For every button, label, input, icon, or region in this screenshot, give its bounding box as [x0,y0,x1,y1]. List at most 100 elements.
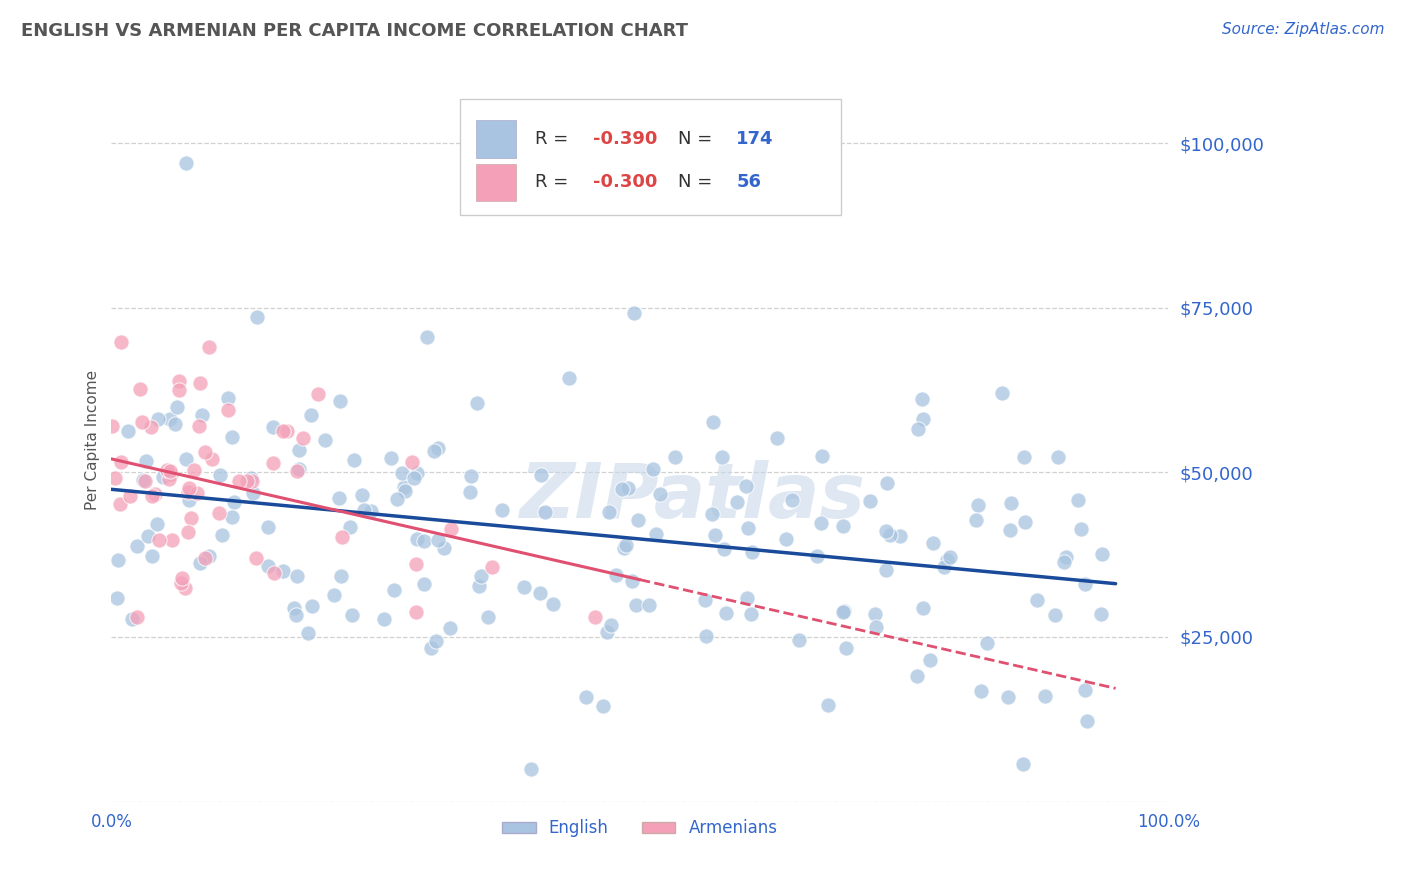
Point [735,479,758,493]
Point [605,567,627,582]
Text: ZIPatlas: ZIPatlas [520,460,866,534]
Point [221,509,243,524]
Point [194,444,217,458]
Point [470,568,492,582]
Point [170,571,193,585]
Point [1076,714,1098,729]
Point [534,505,557,519]
Point [920,653,942,667]
Point [623,306,645,320]
Point [211,528,233,542]
Point [641,461,664,475]
Point [148,533,170,547]
Point [307,386,329,401]
Text: N =: N = [678,130,718,148]
Point [143,487,166,501]
Point [167,374,190,388]
Point [299,409,322,423]
Point [240,471,263,485]
Point [543,597,565,611]
Point [879,527,901,541]
Point [257,520,280,534]
Point [118,489,141,503]
Point [1070,522,1092,536]
Point [159,467,181,481]
Point [650,487,672,501]
Point [285,465,308,479]
Point [468,579,491,593]
Point [740,607,762,621]
Point [177,492,200,507]
Point [353,503,375,517]
Point [297,626,319,640]
Point [787,632,810,647]
Point [110,455,132,469]
Point [529,586,551,600]
Point [426,533,449,548]
Point [780,493,803,508]
Point [117,424,139,438]
Point [939,549,962,564]
Point [1011,756,1033,771]
Point [138,529,160,543]
Text: N =: N = [678,173,718,192]
Point [433,541,456,555]
Point [1067,492,1090,507]
Point [360,504,382,518]
Point [1033,690,1056,704]
Point [921,536,943,550]
Point [236,475,259,489]
Point [105,591,128,606]
Point [169,383,191,397]
Point [422,443,444,458]
Point [638,598,661,612]
Point [970,684,993,698]
Point [380,451,402,466]
Point [610,482,633,496]
Point [314,433,336,447]
Point [1043,607,1066,622]
Point [831,605,853,619]
Point [263,566,285,580]
Point [242,486,264,500]
Point [217,402,239,417]
Point [932,560,955,574]
Point [201,452,224,467]
FancyBboxPatch shape [477,120,516,158]
Point [865,620,887,634]
Point [173,582,195,596]
Point [179,481,201,495]
Point [810,516,832,531]
Point [131,415,153,429]
Point [965,513,987,527]
Point [911,601,934,615]
Point [406,467,429,481]
Point [166,400,188,414]
Point [765,431,787,445]
Point [228,474,250,488]
Point [170,576,193,591]
Point [460,469,482,483]
Point [108,498,131,512]
Point [174,155,197,169]
Text: Source: ZipAtlas.com: Source: ZipAtlas.com [1222,22,1385,37]
Point [159,411,181,425]
Point [806,549,828,563]
Point [343,453,366,467]
Point [832,519,855,533]
FancyBboxPatch shape [460,99,841,215]
Point [704,528,727,542]
Point [693,593,716,607]
Point [967,498,990,512]
Point [737,591,759,606]
Point [859,493,882,508]
Point [405,557,427,571]
Point [174,452,197,467]
Point [613,541,636,556]
Point [271,564,294,578]
Point [110,335,132,350]
Point [262,419,284,434]
Point [419,641,441,656]
Point [146,412,169,426]
Point [402,471,425,485]
